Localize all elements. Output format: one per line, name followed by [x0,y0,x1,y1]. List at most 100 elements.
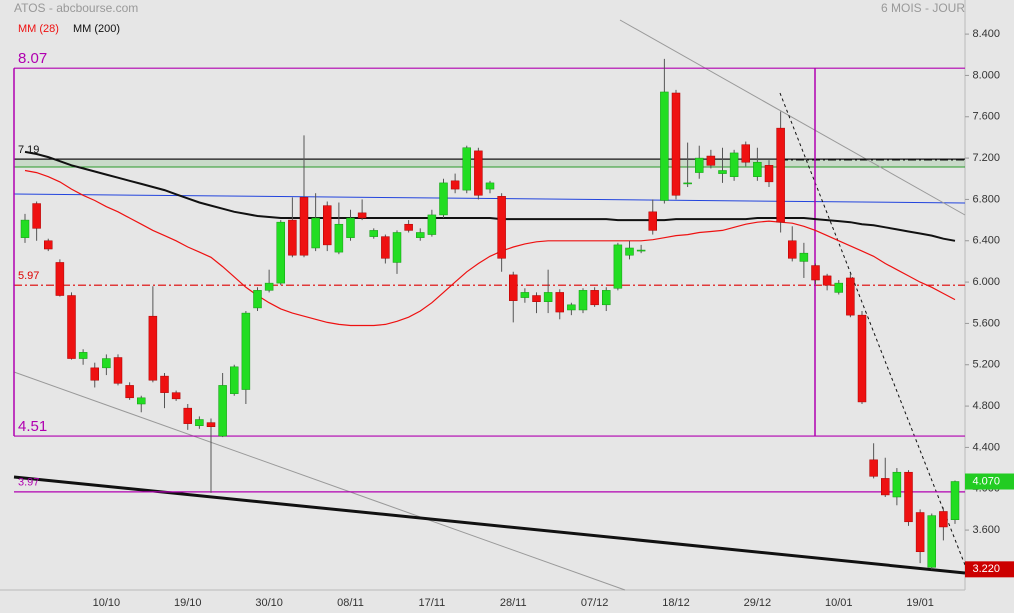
candle-body [160,375,169,393]
candle-body [171,392,181,400]
candle-body [636,249,646,252]
candle-body [706,155,716,166]
candle-body [695,157,704,173]
candle-body [788,240,797,259]
candle-body [183,407,192,424]
y-tick-label: 7.200 [972,152,1000,164]
candle-body [427,214,437,235]
candle-body [381,236,390,259]
candle-body [462,147,471,191]
candle-body [741,144,750,163]
candle-body [869,459,878,477]
candle-body [520,292,530,298]
candle-body [532,295,541,302]
candle-body [509,274,518,301]
candle-body [753,161,762,177]
candle-body [904,471,913,523]
candle-body [230,366,239,394]
gray-trendline [619,19,966,216]
candle-body [323,205,332,246]
candle-body [113,357,123,384]
y-tick-label: 7.600 [972,111,1000,123]
green-band [14,160,965,167]
y-tick-label: 6.800 [972,193,1000,205]
price-badge [965,561,1014,578]
candle-body [927,515,936,568]
candle-body [764,165,774,183]
y-tick-label: 5.200 [972,359,1000,371]
level-label: 8.07 [18,50,47,67]
chart-title: ATOS - abcbourse.com [14,1,138,15]
candle-body [590,290,599,306]
price-badge-label: 4.070 [972,475,1000,487]
candle-body [195,419,204,426]
x-tick-label: 07/12 [581,597,609,609]
candle-body [915,512,925,553]
candle-body [939,511,948,528]
candle-body [137,397,146,405]
candle-body [334,223,344,253]
candle-body [543,292,553,302]
x-tick-label: 10/01 [825,597,853,609]
candle-body [55,262,65,296]
candle-body [485,182,495,190]
candle-body [822,275,832,286]
candle-body [683,182,692,185]
candle-body [857,314,867,403]
y-tick-label: 8.000 [972,69,1000,81]
candle-body [125,385,134,399]
x-tick-label: 29/12 [744,597,772,609]
x-tick-label: 19/01 [906,597,934,609]
candle-body [718,170,727,174]
candle-body [67,295,76,359]
moving-average-line [24,150,956,242]
y-tick-label: 8.400 [972,28,1000,40]
legend-entry: MM (200) [73,23,120,35]
y-tick-label: 5.600 [972,317,1000,329]
candle-body [369,230,378,237]
candle-body [206,422,216,427]
candle-body [346,217,355,238]
candle-body [555,292,564,313]
candle-body [892,471,902,498]
y-tick-label: 6.400 [972,235,1000,247]
x-tick-label: 10/10 [93,597,121,609]
candle-body [20,219,30,238]
candle-body [613,244,623,289]
price-badge [965,473,1014,490]
candle-body [776,127,785,223]
y-tick-label: 4.800 [972,400,1000,412]
x-tick-label: 30/10 [255,597,283,609]
candle-body [648,211,657,231]
candle-body [32,203,41,229]
gray-trendline [13,371,626,591]
candle-body [811,265,820,281]
candle-body [102,358,111,369]
candle-body [264,282,274,291]
x-tick-label: 08/11 [337,597,364,609]
candle-body [253,290,262,309]
moving-average-line [24,169,956,327]
candle-body [90,367,99,381]
candle-body [392,232,402,263]
x-tick-label: 17/11 [419,597,446,609]
support-line [13,475,966,575]
legend-entry: MM (28) [18,23,59,35]
candle-body [276,221,285,284]
candle-body [602,290,611,306]
blue-trendline [13,193,966,204]
candle-body [404,223,413,231]
level-label: 4.51 [18,418,47,435]
candle-body [148,315,158,381]
candle-body [288,219,297,256]
candle-body [241,312,251,390]
candle-body [881,478,890,496]
candle-body [846,277,855,316]
candle-body [625,247,634,256]
candle-body [439,182,448,216]
candle-body [311,217,320,249]
candle-body [729,152,739,177]
x-tick-label: 28/11 [500,597,527,609]
